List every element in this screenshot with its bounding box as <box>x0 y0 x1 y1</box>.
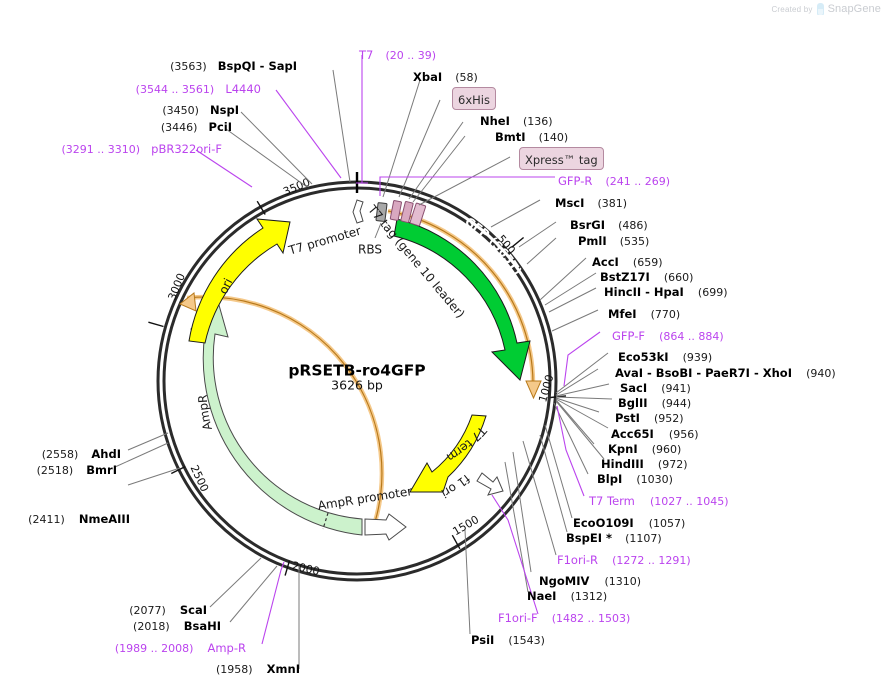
plasmid-title-group: pRSETB-ro4GFP 3626 bp <box>288 362 425 393</box>
feature-highlight-ring-ampr <box>179 292 385 535</box>
tick-label-2000: 2000 <box>291 559 321 578</box>
feature-ori[interactable]: ori <box>188 218 291 344</box>
tick-label-1000: 1000 <box>536 373 556 403</box>
feature-rbs[interactable]: RBS <box>358 202 388 257</box>
snapgene-watermark: Created by SnapGene <box>771 3 881 15</box>
feature-label-ampr: AmpR <box>195 394 214 432</box>
leader-lines <box>114 55 613 669</box>
plasmid-name: pRSETB-ro4GFP <box>288 362 425 380</box>
feature-ampr-promoter[interactable]: AmpR promoter <box>317 484 413 541</box>
snapgene-logo-icon <box>816 3 824 15</box>
feature-label-ori: ori <box>216 276 235 296</box>
feature-t7-promoter[interactable]: T7 promoter <box>286 199 364 258</box>
tick-2000: 2000 <box>284 559 321 578</box>
plasmid-length: 3626 bp <box>331 378 383 393</box>
feature-label-rbs: RBS <box>358 243 382 257</box>
feature-tag-boxes[interactable] <box>389 200 427 227</box>
tick-label-1500: 1500 <box>451 513 482 538</box>
tick-label-3000: 3000 <box>166 271 189 302</box>
feature-label-t7-promoter: T7 promoter <box>286 224 362 258</box>
feature-label-ampr-promoter: AmpR promoter <box>317 484 413 513</box>
watermark-brand: SnapGene <box>827 3 881 15</box>
watermark-created-by: Created by <box>771 4 813 14</box>
